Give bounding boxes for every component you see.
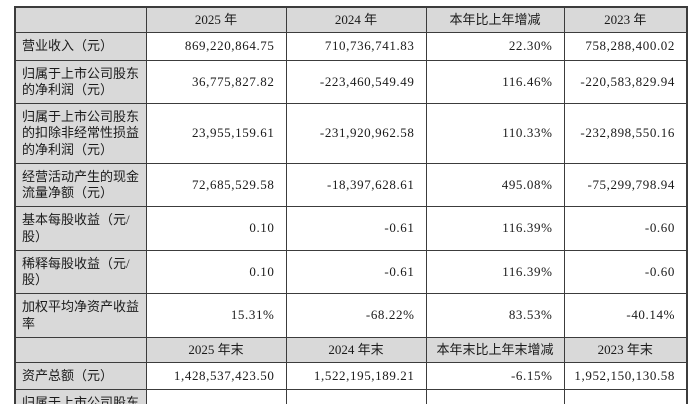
cell-value: -68.22%: [285, 293, 427, 338]
row-label: 资产总额（元）: [14, 361, 147, 391]
header-row-annual: 2025 年 2024 年 本年比上年增减 2023 年: [14, 6, 688, 34]
cell-value: 710,736,741.83: [285, 32, 427, 61]
table-row-net-profit: 归属于上市公司股东的净利润（元） 36,775,827.82 -223,460,…: [14, 59, 688, 104]
table-row-weighted-avg-roe: 加权平均净资产收益率 15.31% -68.22% 83.53% -40.14%: [14, 293, 688, 338]
cell-value: 0.10: [145, 249, 287, 295]
table-row-operating-cash-flow: 经营活动产生的现金流量净额（元） 72,685,529.58 -18,397,6…: [14, 162, 688, 208]
cell-value: 1,428,537,423.50: [145, 361, 287, 391]
row-label: 归属于上市公司股东的净资产（元）: [14, 389, 147, 404]
cell-value: -6.15%: [425, 361, 565, 391]
cell-value: 439,299,542.01: [563, 389, 688, 404]
header-2023-end: 2023 年末: [563, 336, 688, 364]
cell-value: 15.31%: [145, 293, 287, 338]
cell-value: 23,955,159.61: [145, 103, 287, 164]
header-end-change: 本年末比上年末增减: [425, 336, 565, 364]
cell-value: -0.61: [285, 249, 427, 295]
header-2024: 2024 年: [285, 6, 427, 34]
cell-value: 0.10: [145, 206, 287, 251]
header-blank-cell: [14, 6, 147, 34]
cell-value: -75,299,798.94: [563, 162, 688, 208]
cell-value: 116.46%: [425, 59, 565, 104]
row-label: 经营活动产生的现金流量净额（元）: [14, 162, 147, 208]
cell-value: 83.53%: [425, 293, 565, 338]
cell-value: 110.33%: [425, 103, 565, 164]
row-label: 营业收入（元）: [14, 32, 147, 61]
table-row-net-assets: 归属于上市公司股东的净资产（元） 262,994,541.55 216,777,…: [14, 389, 688, 404]
table-row-basic-eps: 基本每股收益（元/股） 0.10 -0.61 116.39% -0.60: [14, 206, 688, 251]
cell-value: -220,583,829.94: [563, 59, 688, 104]
table-row-total-assets: 资产总额（元） 1,428,537,423.50 1,522,195,189.2…: [14, 361, 688, 391]
header-yoy-change: 本年比上年增减: [425, 6, 565, 34]
row-label: 归属于上市公司股东的净利润（元）: [14, 59, 147, 104]
cell-value: -0.60: [563, 206, 688, 251]
cell-value: -0.60: [563, 249, 688, 295]
row-label: 加权平均净资产收益率: [14, 293, 147, 338]
cell-value: 72,685,529.58: [145, 162, 287, 208]
header-row-period-end: 2025 年末 2024 年末 本年末比上年末增减 2023 年末: [14, 336, 688, 364]
cell-value: 36,775,827.82: [145, 59, 287, 104]
cell-value: 1,952,150,130.58: [563, 361, 688, 391]
cell-value: -223,460,549.49: [285, 59, 427, 104]
cell-value: 495.08%: [425, 162, 565, 208]
cell-value: 758,288,400.02: [563, 32, 688, 61]
header-blank-cell: [14, 336, 147, 364]
header-2024-end: 2024 年末: [285, 336, 427, 364]
cell-value: 869,220,864.75: [145, 32, 287, 61]
table-row-revenue: 营业收入（元） 869,220,864.75 710,736,741.83 22…: [14, 32, 688, 61]
cell-value: 1,522,195,189.21: [285, 361, 427, 391]
cell-value: 21.32%: [425, 389, 565, 404]
cell-value: -0.61: [285, 206, 427, 251]
cell-value: 262,994,541.55: [145, 389, 287, 404]
header-2023: 2023 年: [563, 6, 688, 34]
cell-value: -232,898,550.16: [563, 103, 688, 164]
header-2025-end: 2025 年末: [145, 336, 287, 364]
cell-value: -231,920,962.58: [285, 103, 427, 164]
cell-value: -40.14%: [563, 293, 688, 338]
table-row-diluted-eps: 稀释每股收益（元/股） 0.10 -0.61 116.39% -0.60: [14, 249, 688, 295]
header-2025: 2025 年: [145, 6, 287, 34]
cell-value: -18,397,628.61: [285, 162, 427, 208]
row-label: 稀释每股收益（元/股）: [14, 249, 147, 295]
cell-value: 22.30%: [425, 32, 565, 61]
cell-value: 216,777,456.30: [285, 389, 427, 404]
row-label: 归属于上市公司股东的扣除非经常性损益的净利润（元）: [14, 103, 147, 164]
row-label: 基本每股收益（元/股）: [14, 206, 147, 251]
financial-summary-table: 2025 年 2024 年 本年比上年增减 2023 年 营业收入（元） 869…: [14, 6, 688, 404]
cell-value: 116.39%: [425, 249, 565, 295]
cell-value: 116.39%: [425, 206, 565, 251]
table-row-net-profit-excl-nonrecurring: 归属于上市公司股东的扣除非经常性损益的净利润（元） 23,955,159.61 …: [14, 103, 688, 164]
